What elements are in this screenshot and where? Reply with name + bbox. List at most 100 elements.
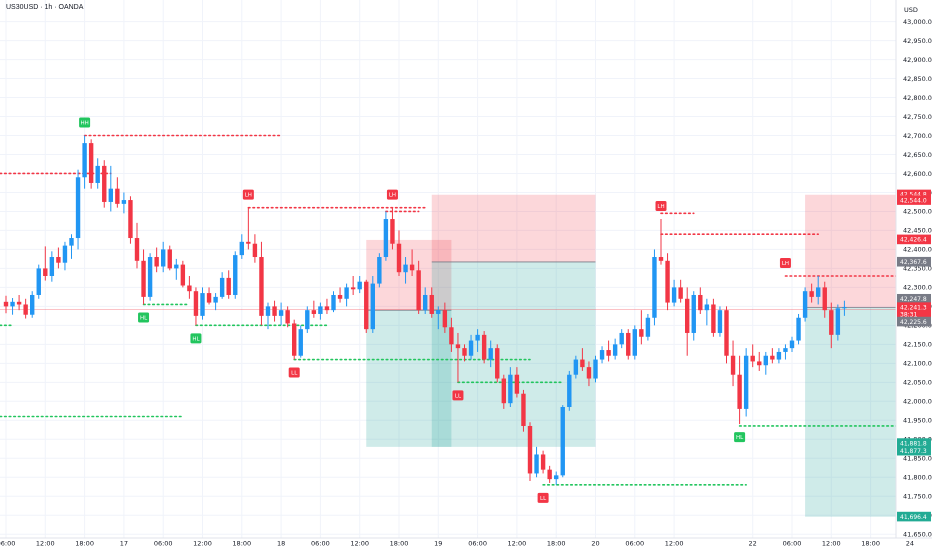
price-tag — [897, 511, 931, 522]
candle-body — [141, 260, 146, 297]
candle-body — [272, 306, 277, 316]
candle-body — [612, 344, 618, 356]
swing-label-lh: LH — [782, 261, 789, 267]
candle-body — [298, 329, 303, 356]
swing-label-badge — [734, 432, 746, 443]
candle-body — [396, 243, 402, 273]
candle-body — [835, 308, 841, 335]
time-tick-label: 19 — [434, 540, 442, 548]
swing-label-ll: LL — [455, 393, 462, 399]
candle-body — [206, 293, 212, 303]
candle-body — [678, 287, 683, 299]
candle-body — [200, 293, 205, 316]
price-tag-label: 42,426.4 — [900, 237, 927, 244]
candle-body — [246, 241, 251, 244]
candle-body — [95, 165, 100, 183]
price-tag — [897, 438, 931, 448]
candle-body — [527, 425, 533, 474]
candle-body — [88, 143, 94, 183]
swing-label-badge — [242, 189, 254, 200]
candle-body — [311, 310, 317, 314]
candle-body — [580, 359, 585, 368]
time-tick-label: 18:00 — [547, 540, 566, 548]
candle-body — [534, 454, 539, 474]
grid-layer — [0, 0, 911, 538]
candle-body — [180, 264, 186, 286]
candle-body — [292, 323, 297, 356]
candle-body — [390, 219, 395, 244]
candle-body — [698, 294, 703, 311]
candle-body — [383, 219, 389, 258]
candle-body — [783, 348, 788, 352]
price-tick-label: 41,800.0 — [903, 474, 932, 482]
candle-body — [540, 454, 546, 470]
candle-body — [285, 310, 290, 324]
candle-body — [278, 310, 284, 316]
swing-label-ll: LL — [291, 371, 298, 377]
candle-body — [665, 260, 670, 303]
candle-body — [816, 287, 821, 297]
candle-body — [30, 294, 35, 315]
candle-body — [75, 177, 81, 239]
price-tag-label: 41,877.3 — [900, 448, 927, 455]
candle-body — [36, 268, 41, 295]
time-tick-label: 22 — [749, 540, 757, 548]
swing-label-lh: LH — [245, 193, 252, 199]
candle-body — [599, 350, 605, 360]
price-tag — [897, 195, 931, 205]
candle-body — [468, 340, 474, 356]
price-tick-label: 42,300.0 — [903, 284, 932, 292]
price-tag — [897, 309, 931, 320]
time-tick-label: 12:00 — [36, 540, 55, 548]
candle-body — [409, 264, 415, 271]
candle-body — [724, 310, 729, 356]
candle-body — [711, 304, 716, 333]
candle-body — [639, 329, 644, 337]
candle-body — [23, 304, 28, 315]
candle-body — [554, 475, 559, 480]
swing-label-badge — [779, 258, 791, 268]
candle-body — [501, 378, 506, 404]
price-tick-label: 41,950.0 — [903, 417, 932, 425]
candle-body — [481, 334, 487, 360]
price-tick-label: 41,750.0 — [903, 493, 932, 501]
candle-body — [265, 306, 271, 316]
price-tick-label: 43,000.0 — [903, 18, 932, 26]
price-tag — [897, 189, 931, 200]
time-tick-label: 12:00 — [193, 540, 212, 548]
price-tick-label: 42,800.0 — [903, 94, 932, 102]
time-tick-label: 06:00 — [783, 540, 802, 548]
candle-body — [56, 257, 61, 263]
candle-body — [789, 340, 795, 349]
candle-body — [645, 317, 651, 337]
candle-body — [802, 291, 808, 318]
price-tick-label: 42,350.0 — [903, 265, 932, 273]
candle-body — [10, 301, 15, 307]
price-tag — [897, 302, 931, 312]
price-tick-label: 42,500.0 — [903, 208, 932, 216]
swing-label-badge — [655, 201, 667, 212]
price-tag-label: 42,225.6 — [900, 319, 927, 326]
candle-body — [305, 310, 310, 330]
candle-body — [429, 294, 434, 314]
time-tick-label: 06:00 — [625, 540, 644, 548]
candle-body — [560, 407, 565, 476]
candle-body — [102, 165, 107, 202]
candle-body — [154, 257, 159, 267]
candle-body — [822, 287, 827, 311]
time-tick-label: 12:00 — [350, 540, 369, 548]
candle-body — [691, 294, 696, 333]
time-axis-panel — [0, 538, 932, 550]
candle-body — [252, 243, 258, 258]
candle-body — [128, 200, 133, 239]
candles-layer — [3, 135, 847, 485]
candle-body — [337, 294, 343, 299]
candle-body — [626, 332, 631, 356]
candle-body — [475, 334, 480, 341]
time-tick-label: 17 — [120, 540, 128, 548]
candle-body — [318, 306, 323, 314]
candle-body — [606, 350, 611, 356]
price-tag-label: 42,544.0 — [900, 197, 927, 204]
candle-body — [757, 361, 762, 366]
